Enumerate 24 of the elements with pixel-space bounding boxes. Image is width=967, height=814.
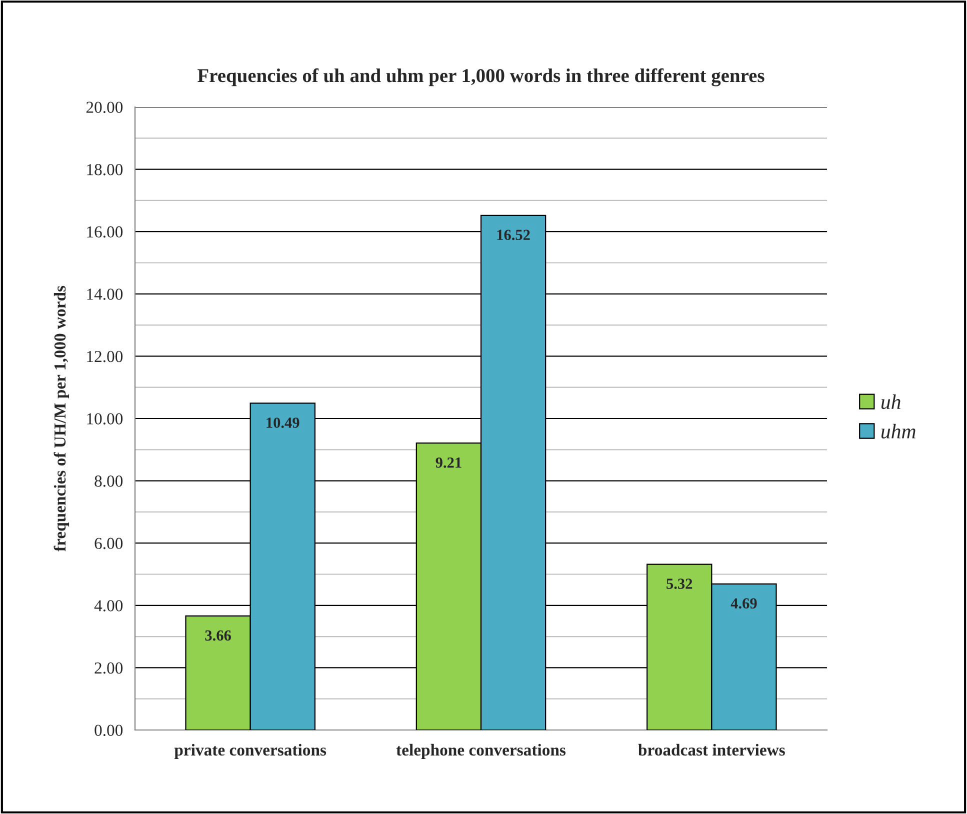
data-label: 3.66 bbox=[205, 630, 231, 641]
y-tick-label: 12.00 bbox=[87, 350, 123, 362]
y-tick-label: 14.00 bbox=[87, 288, 123, 300]
y-tick-label: 4.00 bbox=[94, 600, 123, 612]
y-tick-label: 2.00 bbox=[94, 662, 123, 674]
y-tick-label: 16.00 bbox=[87, 226, 123, 238]
data-label: 4.69 bbox=[730, 598, 757, 609]
data-label: 10.49 bbox=[266, 418, 300, 428]
data-label: 9.21 bbox=[436, 457, 462, 468]
y-tick-label: 10.00 bbox=[87, 413, 123, 425]
x-tick-label: private conversations bbox=[174, 744, 326, 760]
y-tick-label: 8.00 bbox=[94, 476, 123, 487]
x-tick-label: telephone conversations bbox=[396, 744, 566, 760]
y-tick-label: 18.00 bbox=[87, 164, 123, 176]
y-tick-label: 6.00 bbox=[94, 538, 123, 550]
y-tick-label: 20.00 bbox=[86, 102, 123, 114]
data-label: 5.32 bbox=[666, 578, 692, 589]
x-tick-label: broadcast interviews bbox=[638, 744, 785, 756]
legend-label: uhm bbox=[881, 424, 916, 439]
y-tick-label: 0.00 bbox=[94, 724, 123, 736]
chart-title: Frequencies of uh and uhm per 1,000 words in three different genres bbox=[198, 68, 764, 86]
y-axis-title: frequencies of UH/M per 1,000 words bbox=[54, 286, 70, 552]
legend-label: uh bbox=[881, 394, 900, 410]
data-label: 16.52 bbox=[497, 230, 530, 240]
